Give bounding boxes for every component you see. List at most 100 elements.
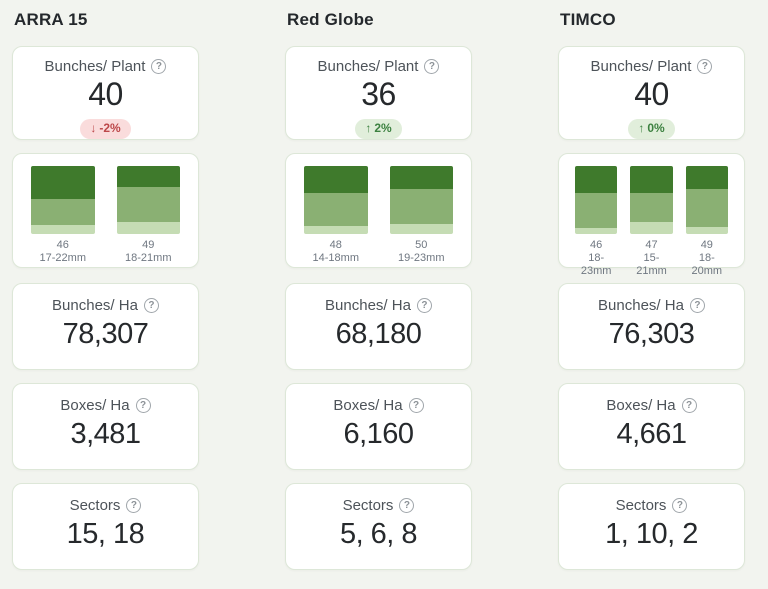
sectors-label: Sectors ? (343, 497, 415, 514)
help-icon[interactable]: ? (135, 398, 151, 413)
bar-segment-mid (389, 189, 453, 225)
bar-segment-dark (31, 166, 95, 199)
bar-segment-light (389, 224, 453, 234)
bar-segment-mid (116, 187, 180, 223)
stacked-bar[interactable] (685, 166, 728, 234)
bar-segment-dark (575, 166, 618, 194)
bar-item: 48 14-18mm (304, 166, 368, 265)
sectors-value: 1, 10, 2 (605, 518, 698, 550)
stacked-bar[interactable] (31, 166, 95, 234)
help-icon[interactable]: ? (143, 298, 159, 313)
bar-segment-mid (685, 189, 728, 227)
size-distribution-card: 46 17-22mm 49 18-21mm (12, 153, 199, 268)
arrow-down-icon: ↓ (90, 121, 97, 136)
metric-label-text: Bunches/ Plant (44, 58, 146, 75)
bar-segment-light (685, 226, 728, 234)
bar-segment-dark (685, 166, 728, 190)
bar-segment-mid (575, 193, 618, 228)
bunches-per-plant-value: 36 (361, 76, 396, 112)
bunches-per-ha-label: Bunches/ Ha ? (598, 297, 705, 314)
column-red-globe: Red Globe Bunches/ Plant ? 36 ↑ 2% 48 14… (285, 8, 472, 583)
bunches-per-plant-card: Bunches/ Plant ? 36 ↑ 2% (285, 46, 472, 140)
sectors-value: 5, 6, 8 (339, 518, 418, 550)
metric-label-text: Boxes/ Ha (606, 397, 676, 414)
bunches-per-plant-label: Bunches/ Plant ? (45, 58, 167, 75)
help-icon[interactable]: ? (416, 298, 432, 313)
bar-count: 49 (142, 239, 155, 251)
boxes-per-ha-label: Boxes/ Ha ? (333, 397, 424, 414)
metric-label-text: Bunches/ Ha (598, 297, 684, 314)
stacked-bar[interactable] (575, 166, 618, 234)
metric-label-text: Boxes/ Ha (60, 397, 130, 414)
help-icon[interactable]: ? (424, 59, 440, 74)
help-icon[interactable]: ? (681, 398, 697, 413)
sectors-card: Sectors ? 15, 18 (12, 483, 199, 570)
help-icon[interactable]: ? (399, 498, 415, 513)
change-value: -2% (99, 121, 121, 136)
metric-label-text: Bunches/ Plant (317, 58, 419, 75)
sectors-value: 15, 18 (66, 518, 145, 550)
bunches-per-plant-card: Bunches/ Plant ? 40 ↑ 0% (558, 46, 745, 140)
bar-range: 14-18mm (312, 252, 359, 265)
arrow-up-icon: ↑ (638, 121, 645, 136)
boxes-per-ha-value: 6,160 (343, 418, 414, 450)
arrow-up-icon: ↑ (365, 121, 372, 136)
bar-count: 48 (329, 239, 342, 251)
bar-count: 50 (415, 239, 428, 251)
sectors-label: Sectors ? (616, 497, 688, 514)
bar-segment-light (575, 227, 618, 234)
boxes-per-ha-card: Boxes/ Ha ? 3,481 (12, 383, 199, 470)
boxes-per-ha-value: 3,481 (70, 418, 141, 450)
bar-segment-mid (630, 193, 673, 222)
boxes-per-ha-card: Boxes/ Ha ? 6,160 (285, 383, 472, 470)
bar-item: 50 19-23mm (389, 166, 453, 265)
bar-count: 47 (645, 239, 658, 251)
bunches-per-plant-label: Bunches/ Plant ? (591, 58, 713, 75)
help-icon[interactable]: ? (408, 398, 424, 413)
change-badge: ↑ 2% (355, 119, 402, 140)
boxes-per-ha-card: Boxes/ Ha ? 4,661 (558, 383, 745, 470)
bunches-per-ha-card: Bunches/ Ha ? 76,303 (558, 283, 745, 370)
help-icon[interactable]: ? (126, 498, 142, 513)
stacked-bar[interactable] (116, 166, 180, 234)
column-timco: TIMCO Bunches/ Plant ? 40 ↑ 0% 46 18-23m… (558, 8, 745, 583)
stacked-bar[interactable] (304, 166, 368, 234)
bar-count: 49 (700, 239, 713, 251)
help-icon[interactable]: ? (697, 59, 713, 74)
change-badge: ↓ -2% (80, 119, 131, 140)
bar-count: 46 (590, 239, 603, 251)
boxes-per-ha-label: Boxes/ Ha ? (60, 397, 151, 414)
change-badge: ↑ 0% (628, 119, 675, 140)
bar-range: 18-20mm (691, 252, 723, 278)
change-value: 0% (647, 121, 665, 136)
bar-segment-dark (630, 166, 673, 194)
bunches-per-plant-value: 40 (634, 76, 669, 112)
sectors-card: Sectors ? 5, 6, 8 (285, 483, 472, 570)
bunches-per-ha-label: Bunches/ Ha ? (325, 297, 432, 314)
column-title: TIMCO (560, 10, 616, 29)
help-icon[interactable]: ? (689, 298, 705, 313)
metric-label-text: Sectors (615, 497, 667, 514)
bar-range: 18-21mm (125, 252, 172, 265)
stacked-bars: 46 18-23mm 47 15-21mm 49 18-20mm (574, 166, 729, 279)
column-title: ARRA 15 (14, 10, 88, 29)
bar-segment-mid (304, 193, 368, 226)
stacked-bars: 46 17-22mm 49 18-21mm (28, 166, 183, 265)
bunches-per-ha-value: 76,303 (608, 318, 695, 350)
stacked-bars: 48 14-18mm 50 19-23mm (301, 166, 456, 265)
sectors-card: Sectors ? 1, 10, 2 (558, 483, 745, 570)
bunches-per-plant-card: Bunches/ Plant ? 40 ↓ -2% (12, 46, 199, 140)
stacked-bar[interactable] (389, 166, 453, 234)
stacked-bar[interactable] (630, 166, 673, 234)
bar-item: 49 18-21mm (116, 166, 180, 265)
bunches-per-ha-card: Bunches/ Ha ? 68,180 (285, 283, 472, 370)
help-icon[interactable]: ? (151, 59, 167, 74)
help-icon[interactable]: ? (672, 498, 688, 513)
metric-label-text: Sectors (69, 497, 121, 514)
bar-segment-light (630, 221, 673, 234)
bar-segment-light (31, 225, 95, 234)
bar-segment-dark (116, 166, 180, 188)
bar-segment-mid (31, 198, 95, 226)
column-title: Red Globe (287, 10, 374, 29)
